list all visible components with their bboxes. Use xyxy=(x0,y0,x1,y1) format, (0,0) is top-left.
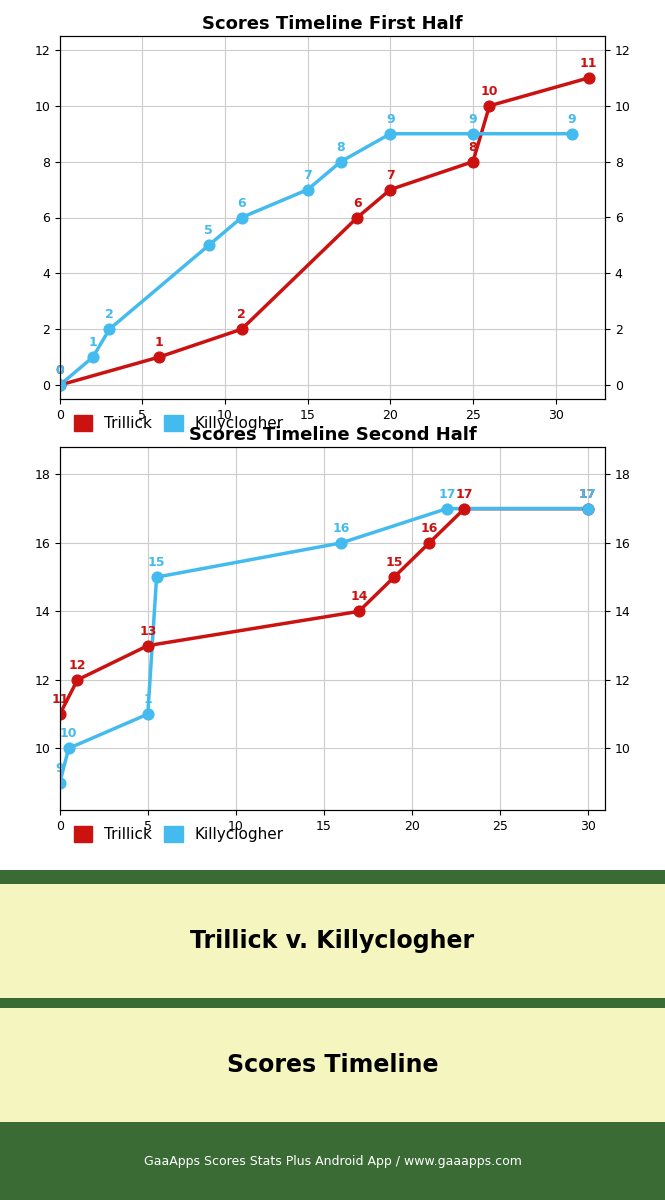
Text: 17: 17 xyxy=(579,487,597,500)
Text: 11: 11 xyxy=(580,56,597,70)
Text: 1: 1 xyxy=(144,694,152,706)
Text: 5: 5 xyxy=(204,224,213,238)
Title: Scores Timeline First Half: Scores Timeline First Half xyxy=(202,16,463,34)
Text: 10: 10 xyxy=(481,85,498,98)
Text: 15: 15 xyxy=(385,556,403,569)
Text: Scores Timeline: Scores Timeline xyxy=(227,1054,438,1078)
Text: 9: 9 xyxy=(386,113,394,126)
Text: 9: 9 xyxy=(56,762,64,775)
Point xyxy=(303,180,313,199)
Point xyxy=(55,773,65,792)
Text: 15: 15 xyxy=(148,556,166,569)
Text: 2: 2 xyxy=(105,308,114,322)
Bar xyxy=(0,870,665,1200)
Point xyxy=(55,376,65,395)
Text: GaaApps Scores Stats Plus Android App / www.gaaapps.com: GaaApps Scores Stats Plus Android App / … xyxy=(144,1154,521,1168)
Text: 16: 16 xyxy=(332,522,350,535)
Point xyxy=(55,376,65,395)
Text: 17: 17 xyxy=(438,487,456,500)
Text: 9: 9 xyxy=(568,113,577,126)
Point xyxy=(63,739,74,758)
Text: 13: 13 xyxy=(139,625,156,637)
Point xyxy=(467,124,478,143)
Bar xyxy=(0,1122,665,1200)
Point xyxy=(583,499,593,518)
Text: 2: 2 xyxy=(237,308,246,322)
Point xyxy=(154,348,164,367)
Point xyxy=(385,180,396,199)
Text: 7: 7 xyxy=(386,168,395,181)
Text: 0: 0 xyxy=(55,364,65,377)
Point xyxy=(442,499,452,518)
Point xyxy=(72,671,82,690)
Text: 16: 16 xyxy=(420,522,438,535)
Point xyxy=(583,68,594,88)
Legend: Trillick, Killyclogher: Trillick, Killyclogher xyxy=(67,820,290,848)
Text: 0: 0 xyxy=(55,364,65,377)
Point xyxy=(354,601,364,620)
Point xyxy=(203,236,214,256)
Text: Trillick v. Killyclogher: Trillick v. Killyclogher xyxy=(190,929,475,953)
Point xyxy=(55,704,65,724)
Point xyxy=(389,568,400,587)
Text: 8: 8 xyxy=(469,140,477,154)
Text: 8: 8 xyxy=(336,140,345,154)
Point xyxy=(583,499,593,518)
Point xyxy=(484,96,495,115)
Point xyxy=(142,704,153,724)
Text: 11: 11 xyxy=(51,694,68,706)
Text: 7: 7 xyxy=(303,168,312,181)
Bar xyxy=(0,998,665,1008)
Text: 1: 1 xyxy=(88,336,97,349)
Text: 1: 1 xyxy=(155,336,164,349)
Point xyxy=(385,124,396,143)
Text: 6: 6 xyxy=(237,197,246,210)
Point xyxy=(459,499,469,518)
Point xyxy=(336,533,346,552)
Point xyxy=(236,208,247,227)
Point xyxy=(151,568,162,587)
Legend: Trillick, Killyclogher: Trillick, Killyclogher xyxy=(67,409,290,437)
Text: 9: 9 xyxy=(469,113,477,126)
Point xyxy=(467,152,478,172)
Point xyxy=(424,533,434,552)
Title: Scores Timeline Second Half: Scores Timeline Second Half xyxy=(189,426,476,444)
Text: 17: 17 xyxy=(579,487,597,500)
Point xyxy=(335,152,346,172)
Point xyxy=(567,124,577,143)
Point xyxy=(236,319,247,338)
Point xyxy=(352,208,362,227)
Point xyxy=(88,348,98,367)
Text: 10: 10 xyxy=(60,727,77,740)
Text: 6: 6 xyxy=(353,197,362,210)
Point xyxy=(142,636,153,655)
Text: 12: 12 xyxy=(68,659,86,672)
Point xyxy=(104,319,115,338)
Bar xyxy=(0,870,665,884)
Text: 17: 17 xyxy=(456,487,473,500)
Text: 14: 14 xyxy=(350,590,368,604)
